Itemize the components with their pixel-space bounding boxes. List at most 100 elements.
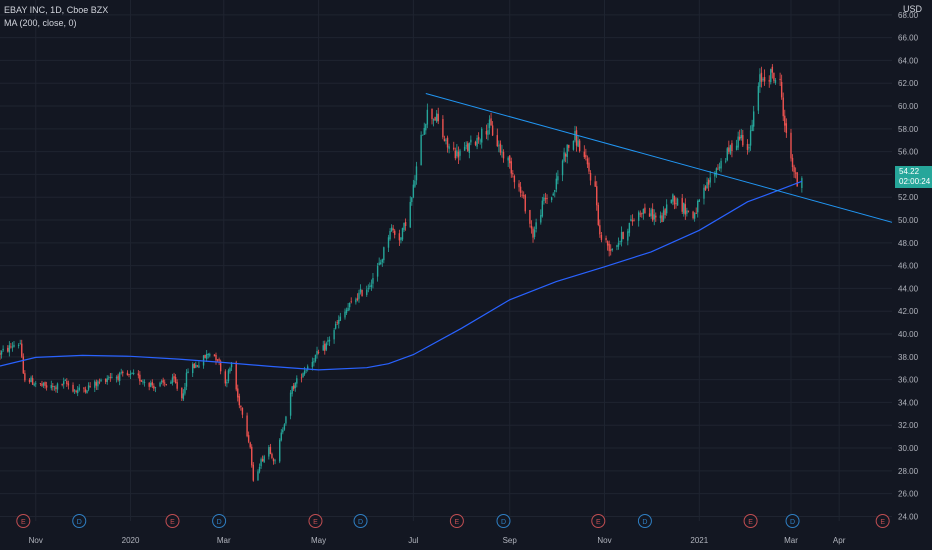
candle-body xyxy=(7,347,9,352)
candle-body xyxy=(554,190,556,192)
marker-letter: E xyxy=(170,519,175,526)
candle-body xyxy=(557,176,559,181)
candle-up xyxy=(468,142,471,159)
candle-up xyxy=(333,327,335,344)
candle-body xyxy=(737,136,739,148)
candle-body xyxy=(655,215,657,218)
candle-body xyxy=(742,135,744,146)
candle-body xyxy=(293,385,295,390)
candle-body xyxy=(717,168,719,170)
candle-down xyxy=(193,362,195,369)
candle-body xyxy=(205,353,208,359)
candle-up xyxy=(740,128,742,141)
earnings-marker[interactable]: E xyxy=(449,514,464,528)
price-axis[interactable]: 24.00 26.00 28.00 30.00 32.00 34.00 36.00 38.00… xyxy=(898,11,919,522)
y-tick-label: 26.00 xyxy=(898,490,919,499)
candle-body xyxy=(198,365,200,368)
candle-body xyxy=(650,209,652,217)
candle-body xyxy=(366,289,368,295)
candle-body xyxy=(585,154,587,158)
candle-down xyxy=(575,126,578,152)
candle-up xyxy=(285,415,287,426)
candle-down xyxy=(530,220,533,234)
candle-up xyxy=(229,366,231,374)
candle-up xyxy=(355,297,357,305)
candle-down xyxy=(791,154,794,172)
candle-body xyxy=(770,69,772,83)
earnings-marker[interactable]: E xyxy=(165,514,180,528)
candlestick-series xyxy=(0,64,803,482)
dividend-marker[interactable]: D xyxy=(496,514,511,528)
time-axis[interactable]: Nov 2020 Mar May Jul Sep Nov 2021 Mar Apr xyxy=(29,536,846,545)
earnings-marker[interactable]: E xyxy=(591,514,606,528)
candle-up xyxy=(378,257,380,266)
candle-body xyxy=(610,249,612,251)
candle-body xyxy=(356,298,359,301)
candle-up xyxy=(759,68,761,93)
candle-up xyxy=(507,156,509,168)
dividend-marker[interactable]: D xyxy=(637,514,652,528)
candle-body xyxy=(763,76,766,82)
candle-body xyxy=(390,227,393,231)
candle-body xyxy=(285,416,287,424)
y-tick-label: 66.00 xyxy=(898,34,919,43)
candle-body xyxy=(477,136,480,140)
y-tick-label: 30.00 xyxy=(898,444,919,453)
candle-body xyxy=(118,373,121,381)
earnings-marker[interactable]: E xyxy=(875,514,890,528)
candle-down xyxy=(583,145,586,159)
candle-down xyxy=(518,180,520,192)
candle-body xyxy=(302,373,304,378)
candle-down xyxy=(651,203,654,222)
candle-body xyxy=(431,108,433,119)
candle-up xyxy=(19,339,21,345)
dividend-marker[interactable]: D xyxy=(72,514,87,528)
candle-down xyxy=(707,178,710,192)
candle-body xyxy=(627,231,629,241)
candle-up xyxy=(617,237,620,250)
candle-down xyxy=(588,157,590,174)
candle-body xyxy=(313,361,315,363)
symbol-title[interactable]: EBAY INC, 1D, Cboe BZX xyxy=(4,5,109,15)
candle-up xyxy=(481,127,483,149)
earnings-marker[interactable]: E xyxy=(743,514,758,528)
candle-body xyxy=(338,319,340,324)
candle-body xyxy=(66,380,68,384)
earnings-marker[interactable]: E xyxy=(16,514,31,528)
candle-body xyxy=(513,175,516,183)
candle-body xyxy=(324,343,326,351)
earnings-marker[interactable]: E xyxy=(308,514,323,528)
countdown-timer: 02:00:24 xyxy=(899,177,931,186)
x-tick-label: May xyxy=(311,536,326,545)
candle-body xyxy=(411,197,413,203)
candle-body xyxy=(574,131,576,141)
candle-body xyxy=(10,346,12,348)
candle-down xyxy=(251,444,253,468)
candle-body xyxy=(641,213,643,215)
dividend-marker[interactable]: D xyxy=(353,514,368,528)
candle-down xyxy=(568,144,570,152)
trend-lines[interactable] xyxy=(425,93,893,223)
candle-body xyxy=(801,178,803,188)
candle-body xyxy=(768,80,770,82)
candle-body xyxy=(109,377,112,378)
dividend-marker[interactable]: D xyxy=(785,514,800,528)
y-tick-label: 38.00 xyxy=(898,353,919,362)
candle-down xyxy=(524,193,526,214)
dividend-marker[interactable]: D xyxy=(212,514,227,528)
candle-up xyxy=(470,135,472,146)
candle-body xyxy=(546,198,548,200)
candle-body xyxy=(697,200,699,213)
indicator-label[interactable]: MA (200, close, 0) xyxy=(4,18,77,28)
x-tick-label: Nov xyxy=(597,536,611,545)
candle-body xyxy=(383,247,385,261)
candle-body xyxy=(720,160,722,169)
candle-body xyxy=(662,210,665,221)
candle-up xyxy=(358,289,360,303)
candle-up xyxy=(543,193,545,205)
candle-up xyxy=(642,208,645,220)
candle-down xyxy=(596,181,598,211)
candle-body xyxy=(633,220,635,222)
